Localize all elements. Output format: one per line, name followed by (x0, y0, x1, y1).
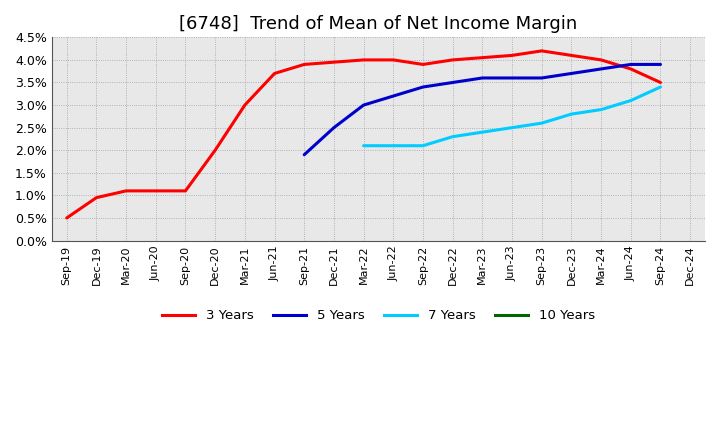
Legend: 3 Years, 5 Years, 7 Years, 10 Years: 3 Years, 5 Years, 7 Years, 10 Years (157, 304, 600, 327)
Title: [6748]  Trend of Mean of Net Income Margin: [6748] Trend of Mean of Net Income Margi… (179, 15, 577, 33)
